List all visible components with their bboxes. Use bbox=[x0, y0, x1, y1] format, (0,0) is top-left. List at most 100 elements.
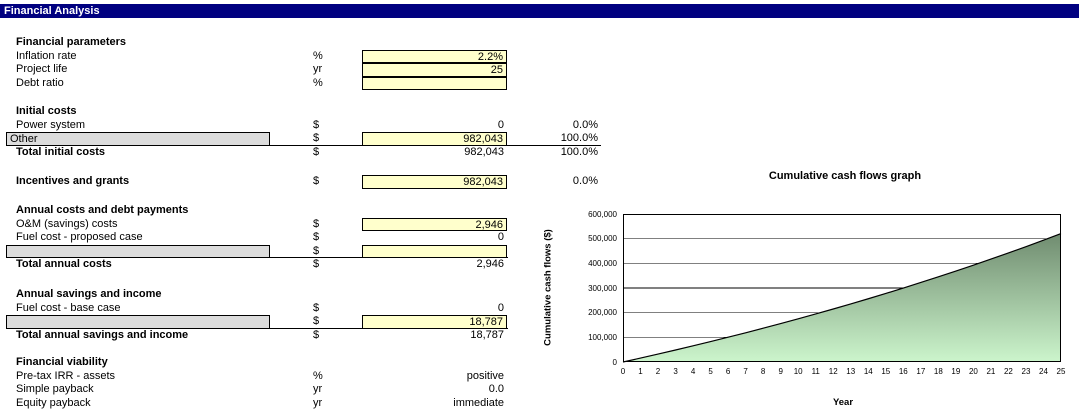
unit-label: $ bbox=[313, 328, 320, 341]
x-tick-label: 15 bbox=[881, 367, 891, 376]
y-tick-label: 300,000 bbox=[588, 283, 617, 293]
row-total-initial-costs: Total initial costs $ 982,043 100.0% bbox=[0, 146, 640, 160]
row-label: Project life bbox=[16, 63, 68, 75]
x-tick-label: 5 bbox=[708, 367, 713, 376]
row-fuel-cost-base: Fuel cost - base case $ 0 bbox=[0, 302, 640, 316]
fuel-cost-base-value: 0 bbox=[497, 301, 504, 314]
om-costs-input[interactable]: 2,946 bbox=[362, 217, 507, 231]
section-title: Annual savings and income bbox=[16, 288, 162, 300]
unit-label: yr bbox=[313, 396, 323, 409]
cumulative-cash-flows-chart bbox=[622, 214, 1062, 363]
row-label: Fuel cost - base case bbox=[16, 301, 121, 314]
total-rule bbox=[6, 144, 601, 146]
unit-label: $ bbox=[313, 258, 320, 270]
x-tick-label: 10 bbox=[793, 367, 803, 376]
x-tick-label: 23 bbox=[1021, 367, 1031, 376]
x-tick-label: 7 bbox=[743, 367, 748, 376]
row-om-savings-costs: O&M (savings) costs $ 2,946 bbox=[0, 217, 640, 231]
row-label: Pre-tax IRR - assets bbox=[16, 369, 116, 382]
incentives-input[interactable]: 982,043 bbox=[362, 175, 507, 189]
row-label: Total initial costs bbox=[16, 145, 106, 158]
unit-label: $ bbox=[313, 217, 320, 230]
section-header-row: Annual savings and income bbox=[0, 288, 640, 302]
x-tick-label: 25 bbox=[1056, 367, 1066, 376]
x-tick-label: 18 bbox=[933, 367, 943, 376]
x-tick-label: 19 bbox=[951, 367, 961, 376]
x-tick-label: 22 bbox=[1003, 367, 1013, 376]
row-label: Equity payback bbox=[16, 396, 91, 409]
pretax-irr-value: positive bbox=[466, 369, 504, 382]
section-financial-viability: Financial viability Pre-tax IRR - assets… bbox=[0, 356, 640, 410]
row-label: Total annual costs bbox=[16, 258, 112, 270]
x-tick-label: 20 bbox=[968, 367, 978, 376]
project-life-input[interactable]: 25 bbox=[362, 63, 507, 77]
total-annual-savings-value: 18,787 bbox=[470, 328, 504, 341]
section-header-row: Initial costs bbox=[0, 105, 640, 119]
custom-annual-cost-input[interactable] bbox=[362, 244, 507, 258]
total-initial-costs-percent: 100.0% bbox=[560, 145, 598, 158]
section-annual-costs: Annual costs and debt payments O&M (savi… bbox=[0, 204, 640, 272]
section-initial-costs: Initial costs Power system $ 0 0.0% Othe… bbox=[0, 105, 640, 159]
section-title: Initial costs bbox=[16, 105, 77, 117]
total-initial-costs-value: 982,043 bbox=[464, 145, 504, 158]
section-annual-savings: Annual savings and income Fuel cost - ba… bbox=[0, 288, 640, 342]
x-tick-label: 14 bbox=[863, 367, 873, 376]
unit-label: $ bbox=[313, 175, 320, 187]
row-label: Debt ratio bbox=[16, 76, 64, 89]
x-tick-label: 8 bbox=[760, 367, 766, 376]
row-total-annual-costs: Total annual costs $ 2,946 bbox=[0, 258, 640, 272]
row-pretax-irr: Pre-tax IRR - assets % positive bbox=[0, 370, 640, 384]
section-financial-parameters: Financial parameters Inflation rate % 2.… bbox=[0, 36, 640, 90]
row-custom-annual-saving: $ 18,787 bbox=[0, 315, 640, 329]
unit-label: $ bbox=[313, 145, 320, 158]
unit-label: $ bbox=[313, 231, 320, 243]
total-annual-costs-value: 2,946 bbox=[476, 258, 504, 270]
row-incentives-and-grants: Incentives and grants $ 982,043 0.0% bbox=[0, 175, 640, 189]
other-cost-input[interactable]: 982,043 bbox=[362, 132, 507, 146]
section-title: Annual costs and debt payments bbox=[16, 204, 189, 216]
chart-title: Cumulative cash flows graph bbox=[768, 170, 922, 182]
x-tick-label: 9 bbox=[778, 367, 783, 376]
row-debt-ratio: Debt ratio % bbox=[0, 76, 640, 90]
unit-label: % bbox=[313, 76, 323, 89]
custom-saving-input[interactable]: 18,787 bbox=[362, 315, 507, 329]
debt-ratio-input[interactable] bbox=[362, 76, 507, 90]
inflation-rate-input[interactable]: 2.2% bbox=[362, 49, 507, 63]
other-cost-description-input[interactable]: Other bbox=[6, 132, 270, 146]
x-tick-label: 3 bbox=[673, 367, 678, 376]
row-power-system: Power system $ 0 0.0% bbox=[0, 119, 640, 133]
equity-payback-value: immediate bbox=[453, 396, 504, 409]
total-rule bbox=[6, 257, 508, 258]
section-incentives-and-grants: Incentives and grants $ 982,043 0.0% bbox=[0, 175, 640, 189]
row-label: Fuel cost - proposed case bbox=[16, 231, 143, 243]
unit-label: $ bbox=[313, 118, 320, 131]
y-tick-label: 0 bbox=[612, 357, 617, 367]
y-tick-label: 100,000 bbox=[588, 332, 617, 342]
custom-annual-cost-description-input[interactable] bbox=[6, 244, 270, 258]
row-other-cost: Other $ 982,043 100.0% bbox=[0, 132, 640, 146]
section-title: Financial viability bbox=[16, 356, 108, 368]
chart-x-axis-title: Year bbox=[832, 397, 854, 408]
x-tick-label: 24 bbox=[1039, 367, 1048, 376]
page-title: Financial Analysis bbox=[4, 5, 100, 17]
row-fuel-cost-proposed: Fuel cost - proposed case $ 0 bbox=[0, 231, 640, 245]
x-tick-label: 17 bbox=[916, 367, 926, 376]
x-tick-label: 16 bbox=[898, 367, 908, 376]
incentives-percent: 0.0% bbox=[572, 175, 598, 187]
row-inflation-rate: Inflation rate % 2.2% bbox=[0, 49, 640, 63]
custom-saving-description-input[interactable] bbox=[6, 315, 270, 329]
section-header-row: Financial parameters bbox=[0, 36, 640, 50]
x-tick-label: 2 bbox=[655, 367, 661, 376]
row-label: O&M (savings) costs bbox=[16, 217, 118, 230]
page-title-bar: Financial Analysis bbox=[0, 4, 1079, 18]
row-total-annual-savings: Total annual savings and income $ 18,787 bbox=[0, 329, 640, 343]
row-label: Power system bbox=[16, 118, 86, 131]
unit-label: yr bbox=[313, 63, 323, 75]
y-tick-label: 200,000 bbox=[588, 308, 617, 318]
section-header-row: Annual costs and debt payments bbox=[0, 204, 640, 218]
section-title: Financial parameters bbox=[16, 36, 127, 48]
other-cost-percent: 100.0% bbox=[560, 132, 598, 144]
unit-label: $ bbox=[313, 301, 320, 314]
unit-label: $ bbox=[313, 244, 320, 257]
chart-y-axis-title: Cumulative cash flows ($) bbox=[542, 229, 554, 346]
